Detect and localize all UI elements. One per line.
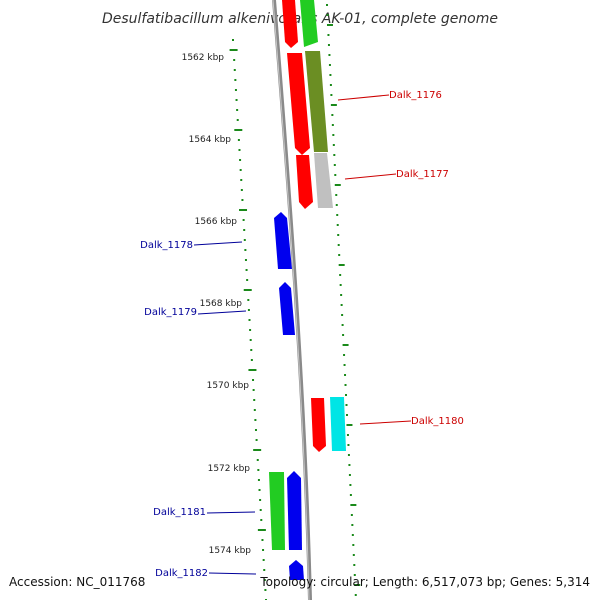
gene-arrow-olive-1176[interactable] [305,51,328,152]
gene-arrow-red-1177[interactable] [296,155,313,209]
scale-tick-label: 1570 kbp [207,381,250,391]
scale-tick-label: 1574 kbp [209,546,252,556]
gene-label-dalk-1180[interactable]: Dalk_1180 [411,416,464,427]
gene-arrow-red-1180[interactable] [311,398,326,452]
gene-arrow-red-top[interactable] [282,0,298,48]
scale-tick-labels: 1562 kbp 1564 kbp 1566 kbp 1568 kbp 1570 kbp… [182,53,252,556]
map-title: Desulfatibacillum alkenivorans AK-01, co… [102,11,498,27]
outer-scale-dashes [326,4,361,596]
accession-text: Accession: NC_011768 [9,575,145,589]
leader-line-dalk-1182 [208,572,257,575]
gene-label-dalk-1181[interactable]: Dalk_1181 [153,507,206,518]
scale-tick-label: 1564 kbp [189,135,232,145]
gene-arrow-blue-1181[interactable] [287,471,302,550]
leader-line-dalk-1177 [344,173,397,180]
gene-label-dalk-1176[interactable]: Dalk_1176 [389,90,442,101]
gene-label-dalk-1178[interactable]: Dalk_1178 [140,240,193,251]
gene-arrow-blue-1178[interactable] [274,212,292,269]
gene-label-dalk-1179[interactable]: Dalk_1179 [144,307,197,318]
genome-backbone-highlight [272,0,310,600]
leader-line-dalk-1178 [193,241,243,246]
genome-summary-text: Topology: circular; Length: 6,517,073 bp… [259,575,590,589]
inner-scale-dashes [229,39,267,600]
genome-backbone [272,0,312,600]
leader-line-dalk-1179 [197,310,247,315]
leader-line-dalk-1180 [359,420,412,425]
leader-line-dalk-1176 [337,94,390,101]
leader-line-dalk-1181 [206,511,256,514]
scale-tick-label: 1568 kbp [200,299,243,309]
gene-arrow-green-1181[interactable] [269,472,285,550]
gene-label-dalk-1177[interactable]: Dalk_1177 [396,169,449,180]
gene-features [269,0,346,580]
gene-arrow-blue-1182[interactable] [289,560,304,580]
gene-label-dalk-1182[interactable]: Dalk_1182 [155,568,208,579]
scale-tick-label: 1572 kbp [208,464,251,474]
gene-arrow-blue-1179[interactable] [279,282,295,335]
gene-arrow-gray-1177[interactable] [314,153,333,208]
scale-tick-label: 1566 kbp [195,217,238,227]
gene-labels: Dalk_1176 Dalk_1177 Dalk_1178 Dalk_1179 … [140,90,464,579]
scale-tick-label: 1562 kbp [182,53,225,63]
gene-arrow-cyan-1180[interactable] [330,397,346,451]
gene-arrow-red-1176[interactable] [287,53,310,155]
gene-arrow-green-top[interactable] [300,0,318,47]
